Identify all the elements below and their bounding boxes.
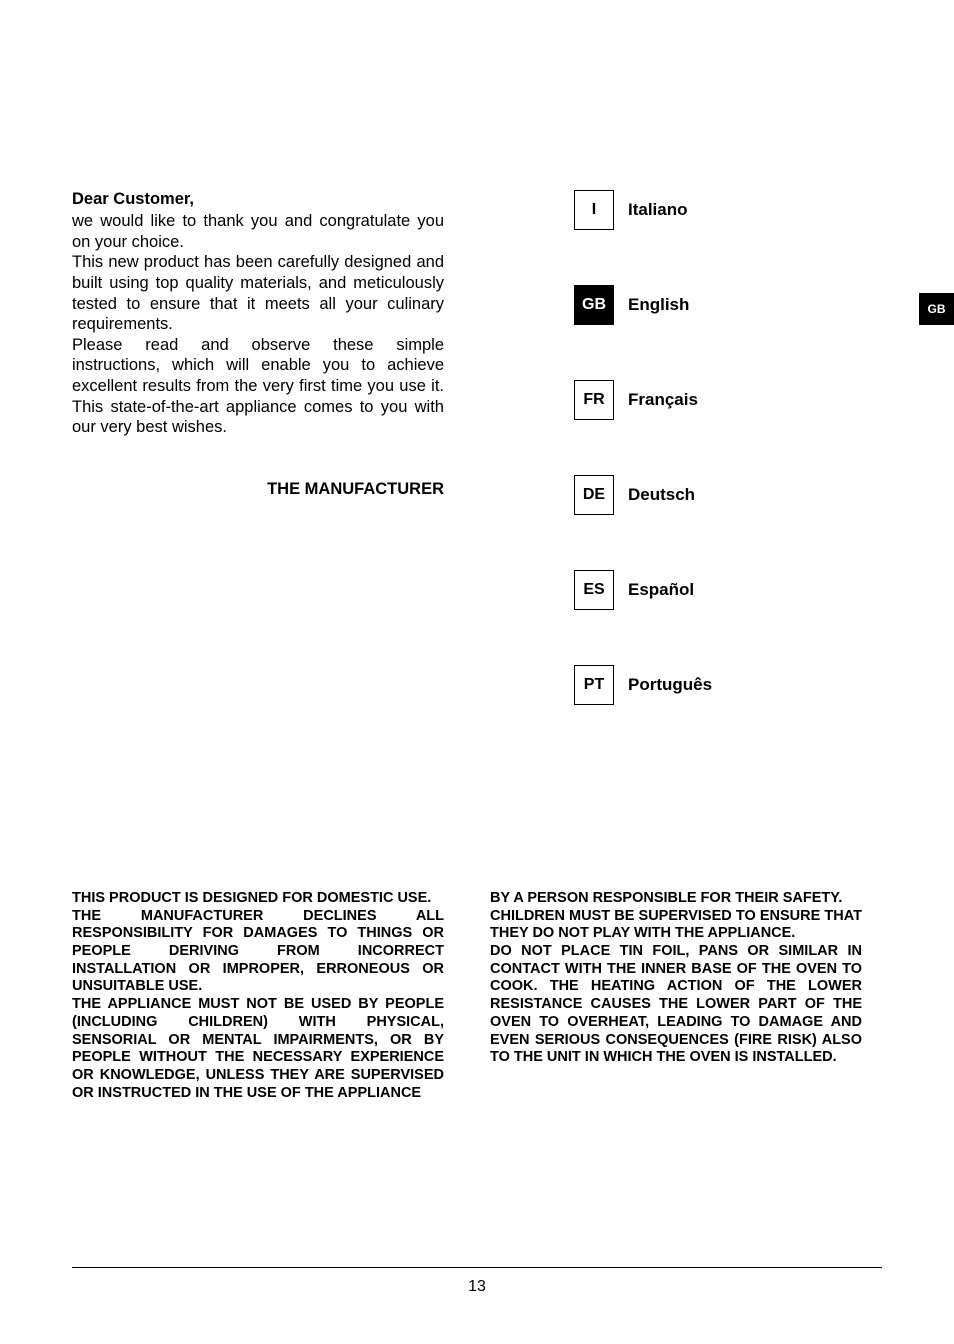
disclaimer-col2: BY A PERSON RESPONSIBLE FOR THEIR SAFETY… bbox=[490, 890, 862, 1102]
language-code-box: FR bbox=[574, 380, 614, 420]
intro-column: Dear Customer, we would like to thank yo… bbox=[72, 190, 444, 705]
language-item-english[interactable]: GB English bbox=[574, 285, 882, 325]
language-item-espanol[interactable]: ES Español bbox=[574, 570, 882, 610]
language-name: Español bbox=[628, 580, 694, 600]
language-item-portugues[interactable]: PT Português bbox=[574, 665, 882, 705]
language-item-francais[interactable]: FR Français bbox=[574, 380, 882, 420]
language-name: English bbox=[628, 295, 689, 315]
language-code-box: I bbox=[574, 190, 614, 230]
disclaimer-col1: THIS PRODUCT IS DESIGNED FOR DOMESTIC US… bbox=[72, 890, 444, 1102]
language-code-box: DE bbox=[574, 475, 614, 515]
current-language-tab: GB bbox=[919, 293, 954, 325]
disclaimer-section: THIS PRODUCT IS DESIGNED FOR DOMESTIC US… bbox=[72, 890, 882, 1102]
intro-p2: This new product has been carefully desi… bbox=[72, 252, 444, 335]
intro-p3: Please read and observe these simple ins… bbox=[72, 335, 444, 438]
language-column: I Italiano GB English FR Français DE Deu… bbox=[490, 190, 882, 705]
language-code-box: ES bbox=[574, 570, 614, 610]
page-footer: 13 bbox=[72, 1267, 882, 1296]
language-name: Français bbox=[628, 390, 698, 410]
language-name: Deutsch bbox=[628, 485, 695, 505]
language-name: Português bbox=[628, 675, 712, 695]
language-item-deutsch[interactable]: DE Deutsch bbox=[574, 475, 882, 515]
language-name: Italiano bbox=[628, 200, 688, 220]
page-number: 13 bbox=[468, 1278, 486, 1295]
manufacturer-signature: THE MANUFACTURER bbox=[72, 480, 444, 499]
intro-p1: we would like to thank you and congratul… bbox=[72, 211, 444, 252]
language-code-box: GB bbox=[574, 285, 614, 325]
intro-paragraphs: we would like to thank you and congratul… bbox=[72, 211, 444, 438]
main-content: Dear Customer, we would like to thank yo… bbox=[72, 190, 882, 705]
language-item-italiano[interactable]: I Italiano bbox=[574, 190, 882, 230]
language-code-box: PT bbox=[574, 665, 614, 705]
greeting-text: Dear Customer, bbox=[72, 190, 444, 209]
language-list: I Italiano GB English FR Français DE Deu… bbox=[574, 190, 882, 705]
